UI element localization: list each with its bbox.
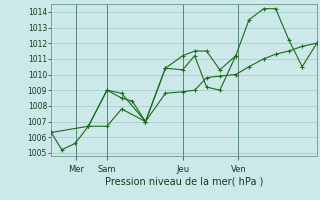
X-axis label: Pression niveau de la mer( hPa ): Pression niveau de la mer( hPa ) xyxy=(105,177,263,187)
